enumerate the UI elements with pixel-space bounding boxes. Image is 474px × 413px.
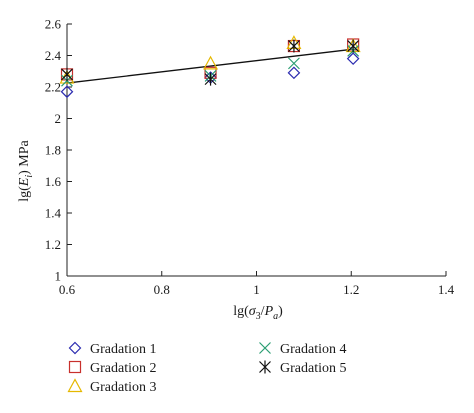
- y-tick-label: 1.2: [45, 237, 61, 252]
- y-tick-label: 1.8: [45, 143, 61, 158]
- data-point: [60, 85, 74, 99]
- y-axis-label: lg(Ei) MPa: [17, 139, 35, 201]
- y-tick-label: 2.2: [45, 80, 61, 95]
- asterisk-marker: [347, 39, 360, 53]
- x-marker: [259, 342, 271, 354]
- diamond-marker: [346, 52, 360, 65]
- legend-marker: [67, 378, 83, 393]
- y-tick-label: 1.6: [45, 174, 62, 189]
- y-tick-label: 2.4: [45, 48, 62, 63]
- x-axis-label: lg(σ3/Pa): [233, 304, 283, 322]
- y-tick-label: 2: [55, 111, 62, 126]
- series-5: [61, 39, 360, 86]
- diamond-marker: [60, 85, 74, 99]
- data-point: [288, 57, 300, 70]
- legend-marker: [68, 341, 82, 355]
- data-point: [288, 39, 300, 53]
- data-point: [204, 72, 217, 86]
- asterisk-marker: [61, 67, 73, 81]
- legend: Gradation 1 Gradation 2 Gradation 3 Gradati…: [67, 341, 346, 395]
- diamond-marker: [287, 66, 301, 80]
- x-tick-label: 1: [253, 282, 260, 297]
- asterisk-marker: [288, 39, 300, 53]
- data-point: [61, 67, 73, 81]
- x-tick-label: 1.2: [343, 282, 359, 297]
- y-tick-label: 2.6: [45, 17, 62, 32]
- x-tick-label: 0.8: [154, 282, 170, 297]
- asterisk-marker: [259, 360, 271, 374]
- legend-label: Gradation 5: [280, 361, 346, 376]
- y-tick-label: 1: [55, 269, 62, 284]
- legend-label: Gradation 4: [280, 342, 346, 357]
- axes: 0.6 0.8 1 1.2 1.4 1 1.2 1.4 1.6 1.8 2 2.2 2.4 2.6: [45, 17, 455, 298]
- legend-label: Gradation 2: [90, 361, 156, 376]
- data-point: [287, 66, 301, 80]
- legend-item: Gradation 1: [68, 341, 156, 357]
- y-tick-label: 1.4: [45, 206, 62, 221]
- data-point: [347, 39, 360, 53]
- diamond-marker: [68, 341, 82, 355]
- plot-area: [59, 35, 361, 99]
- legend-item: Gradation 4: [259, 342, 346, 357]
- data-point: [203, 55, 219, 70]
- legend-marker: [259, 342, 271, 354]
- legend-item: Gradation 3: [67, 378, 156, 395]
- legend-label: Gradation 3: [90, 380, 156, 395]
- fit-line: [66, 48, 354, 84]
- asterisk-marker: [204, 72, 217, 86]
- triangle-marker: [67, 378, 83, 393]
- x-tick-label: 0.6: [59, 282, 76, 297]
- x-tick-label: 1.4: [438, 282, 455, 297]
- legend-item: Gradation 2: [68, 360, 156, 376]
- legend-item: Gradation 5: [259, 360, 346, 376]
- legend-marker: [68, 360, 82, 374]
- x-marker: [288, 57, 300, 70]
- square-marker: [68, 360, 82, 374]
- triangle-marker: [203, 55, 219, 70]
- data-point: [346, 52, 360, 65]
- legend-marker: [259, 360, 271, 374]
- legend-label: Gradation 1: [90, 342, 156, 357]
